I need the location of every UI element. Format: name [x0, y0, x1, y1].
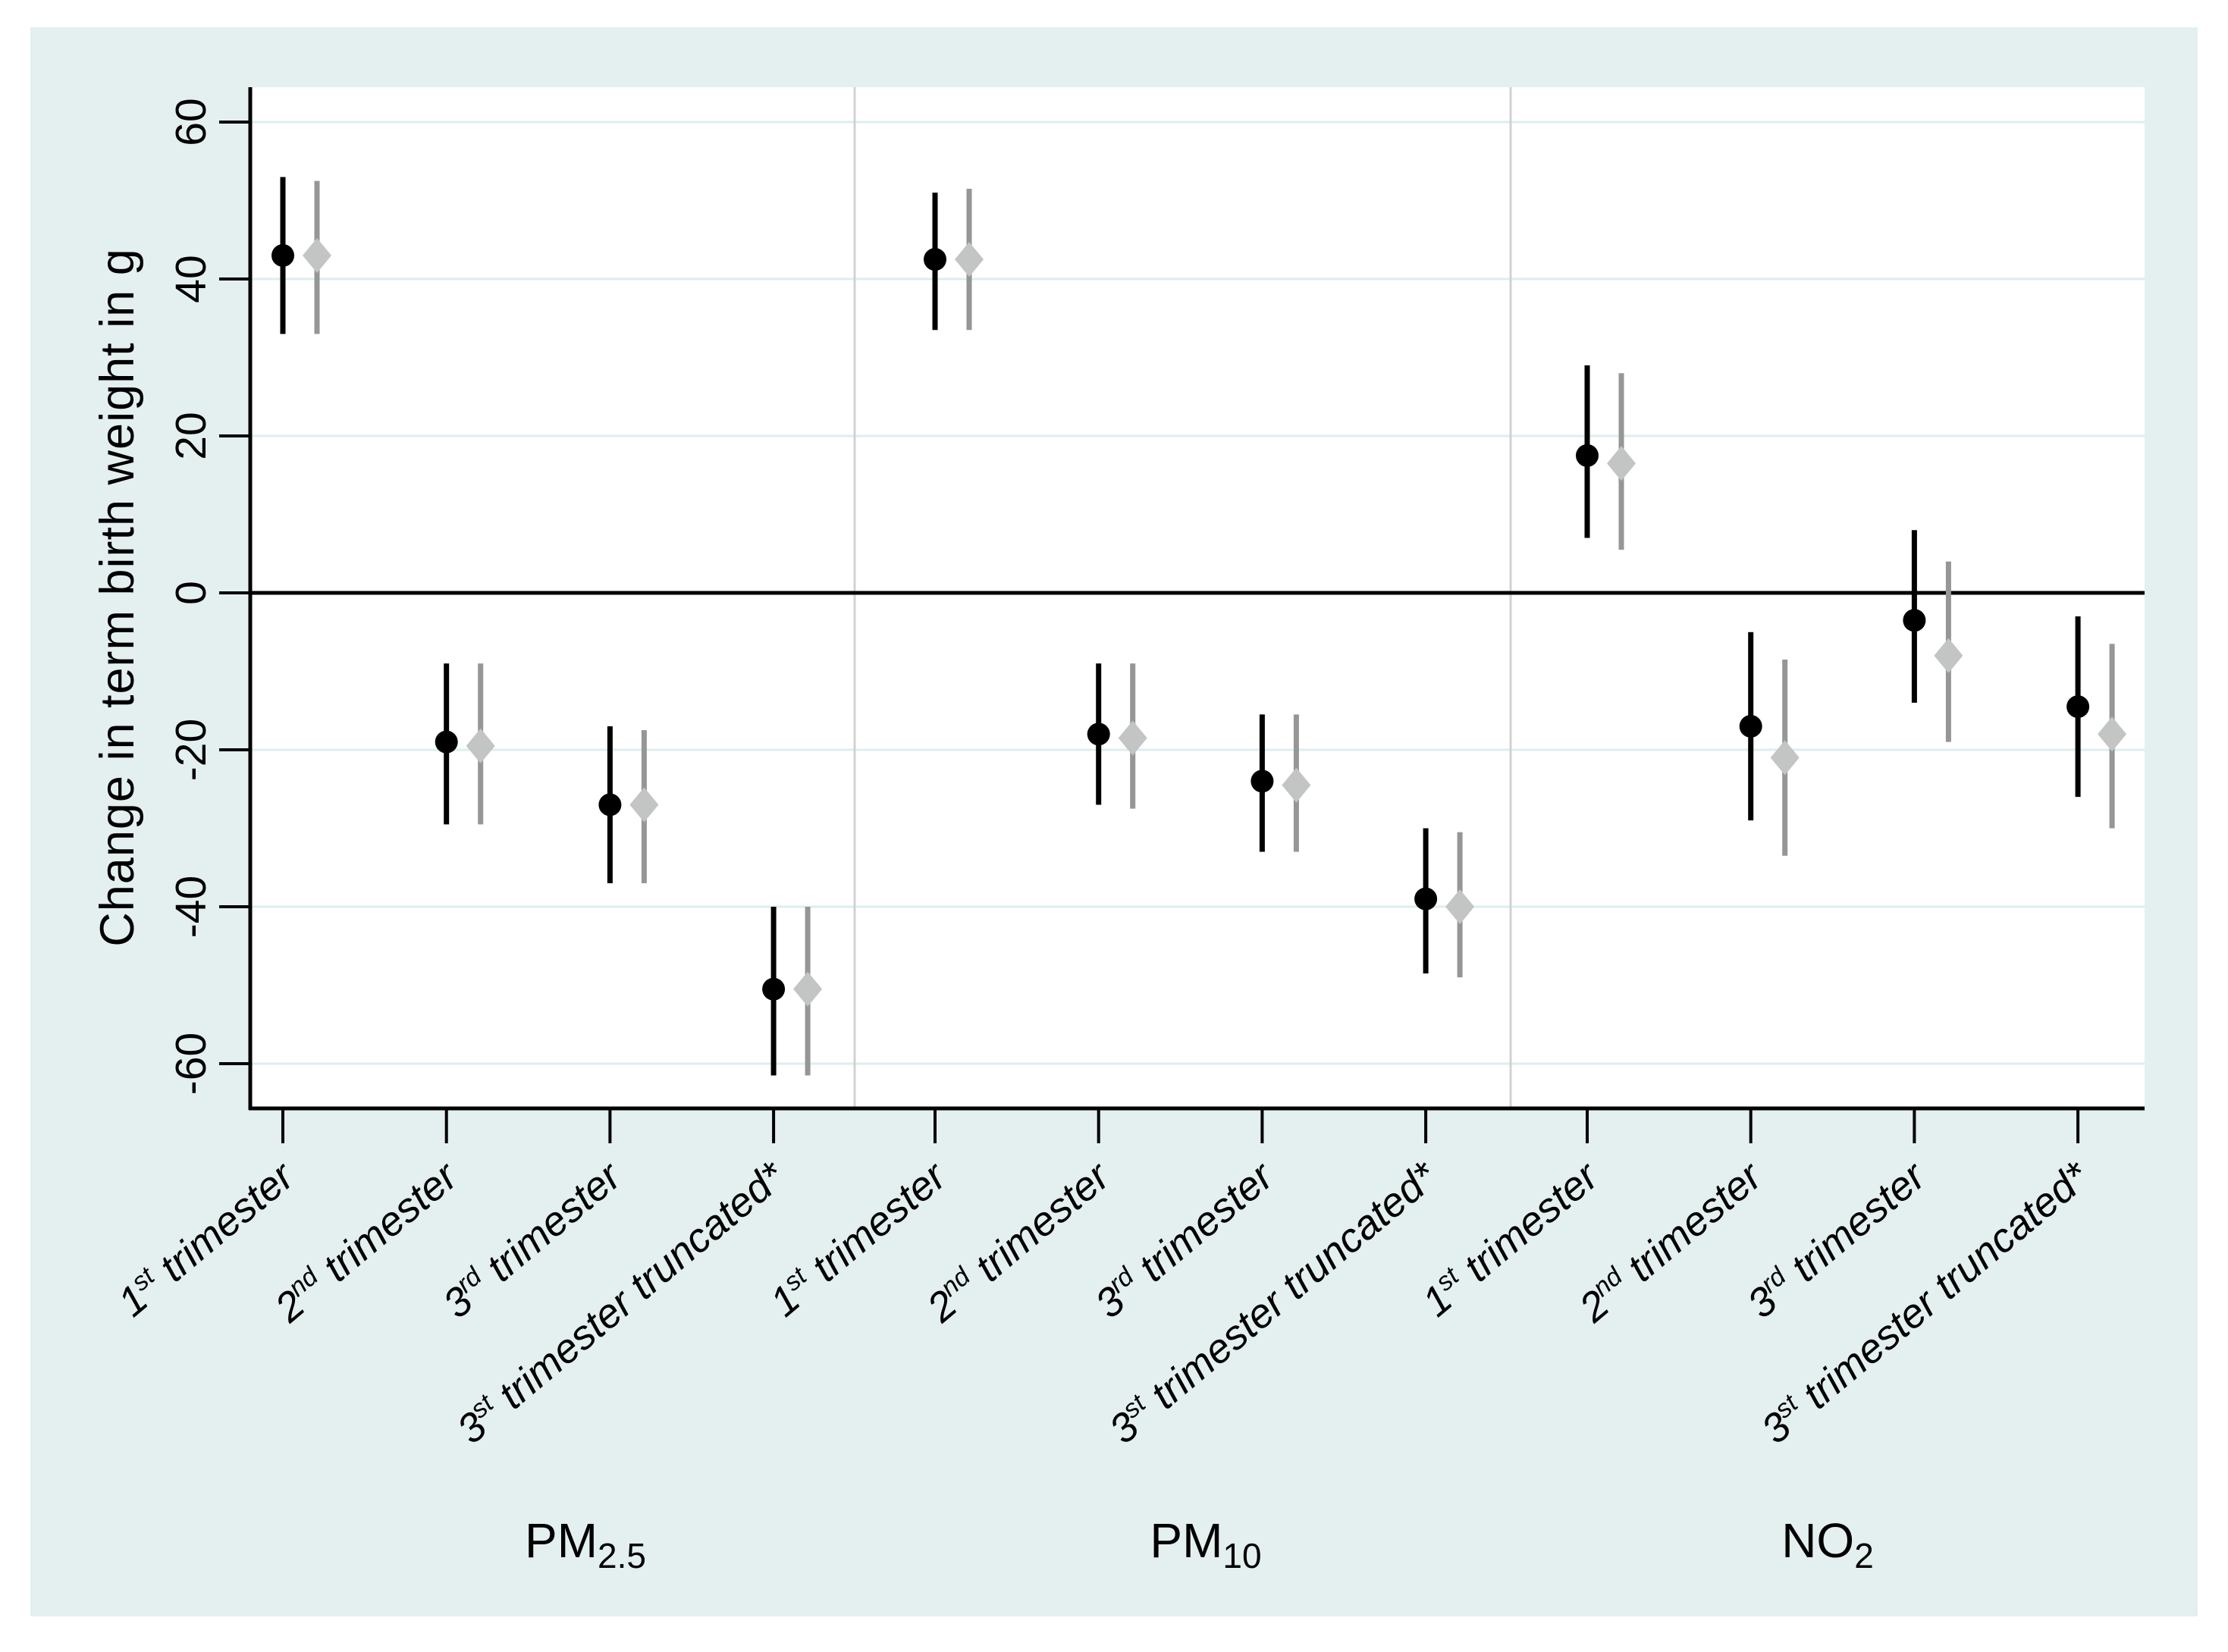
- point-marker-black-circle: [271, 243, 294, 267]
- y-tick-label: -60: [167, 1033, 215, 1095]
- point-marker-gray-diamond: [2098, 716, 2127, 752]
- point-marker-black-circle: [435, 730, 458, 754]
- y-tick-label: -40: [167, 876, 215, 938]
- point-marker-black-circle: [924, 248, 946, 271]
- x-category-label: 3st trimester truncated*: [447, 1151, 794, 1453]
- point-marker-gray-diamond: [466, 728, 495, 763]
- x-category-label: 2nd trimester: [917, 1151, 1119, 1331]
- y-tick-label: 20: [167, 412, 215, 459]
- point-marker-black-circle: [2066, 695, 2090, 719]
- plot-area: [250, 87, 2145, 1108]
- point-marker-black-circle: [762, 977, 786, 1001]
- y-tick-label: 60: [167, 98, 215, 146]
- panel-label-subscript: 2.5: [598, 1536, 646, 1575]
- panel-label-main: PM: [525, 1513, 598, 1568]
- y-tick-label: -20: [167, 719, 215, 781]
- point-marker-gray-diamond: [1445, 889, 1475, 924]
- point-marker-black-circle: [598, 793, 622, 817]
- y-tick-label: 40: [167, 255, 215, 303]
- panel-label-pm25: PM2.5: [525, 1513, 646, 1575]
- point-marker-gray-diamond: [1934, 638, 1963, 673]
- point-marker-gray-diamond: [1282, 767, 1311, 803]
- point-marker-gray-diamond: [1770, 740, 1800, 776]
- point-marker-black-circle: [1087, 723, 1110, 746]
- panel-label-main: NO: [1781, 1513, 1855, 1568]
- point-marker-gray-diamond: [793, 971, 823, 1007]
- panel-label-pm10: PM10: [1150, 1513, 1261, 1575]
- x-category-label: 2nd trimester: [265, 1151, 467, 1331]
- panel-label-subscript: 2: [1854, 1536, 1874, 1575]
- point-marker-black-circle: [1251, 770, 1274, 793]
- x-category-label: 3st trimester truncated*: [1752, 1151, 2098, 1453]
- point-marker-gray-diamond: [1607, 446, 1636, 481]
- y-tick-label: 0: [167, 581, 215, 605]
- point-marker-black-circle: [1739, 714, 1762, 738]
- point-marker-gray-diamond: [955, 242, 984, 277]
- point-marker-gray-diamond: [1118, 720, 1147, 756]
- point-marker-black-circle: [1414, 887, 1438, 911]
- x-category-label: 2nd trimester: [1569, 1151, 1771, 1331]
- point-marker-black-circle: [1576, 444, 1599, 467]
- point-marker-black-circle: [1903, 609, 1926, 632]
- x-category-label: 3st trimester truncated*: [1100, 1151, 1446, 1453]
- panel-label-subscript: 10: [1222, 1536, 1262, 1575]
- point-marker-gray-diamond: [629, 787, 659, 823]
- panel-label-no2: NO2: [1781, 1513, 1874, 1575]
- point-marker-gray-diamond: [303, 237, 331, 273]
- panel-label-main: PM: [1150, 1513, 1223, 1568]
- y-axis-title: Change in term birth weight in g: [91, 248, 144, 947]
